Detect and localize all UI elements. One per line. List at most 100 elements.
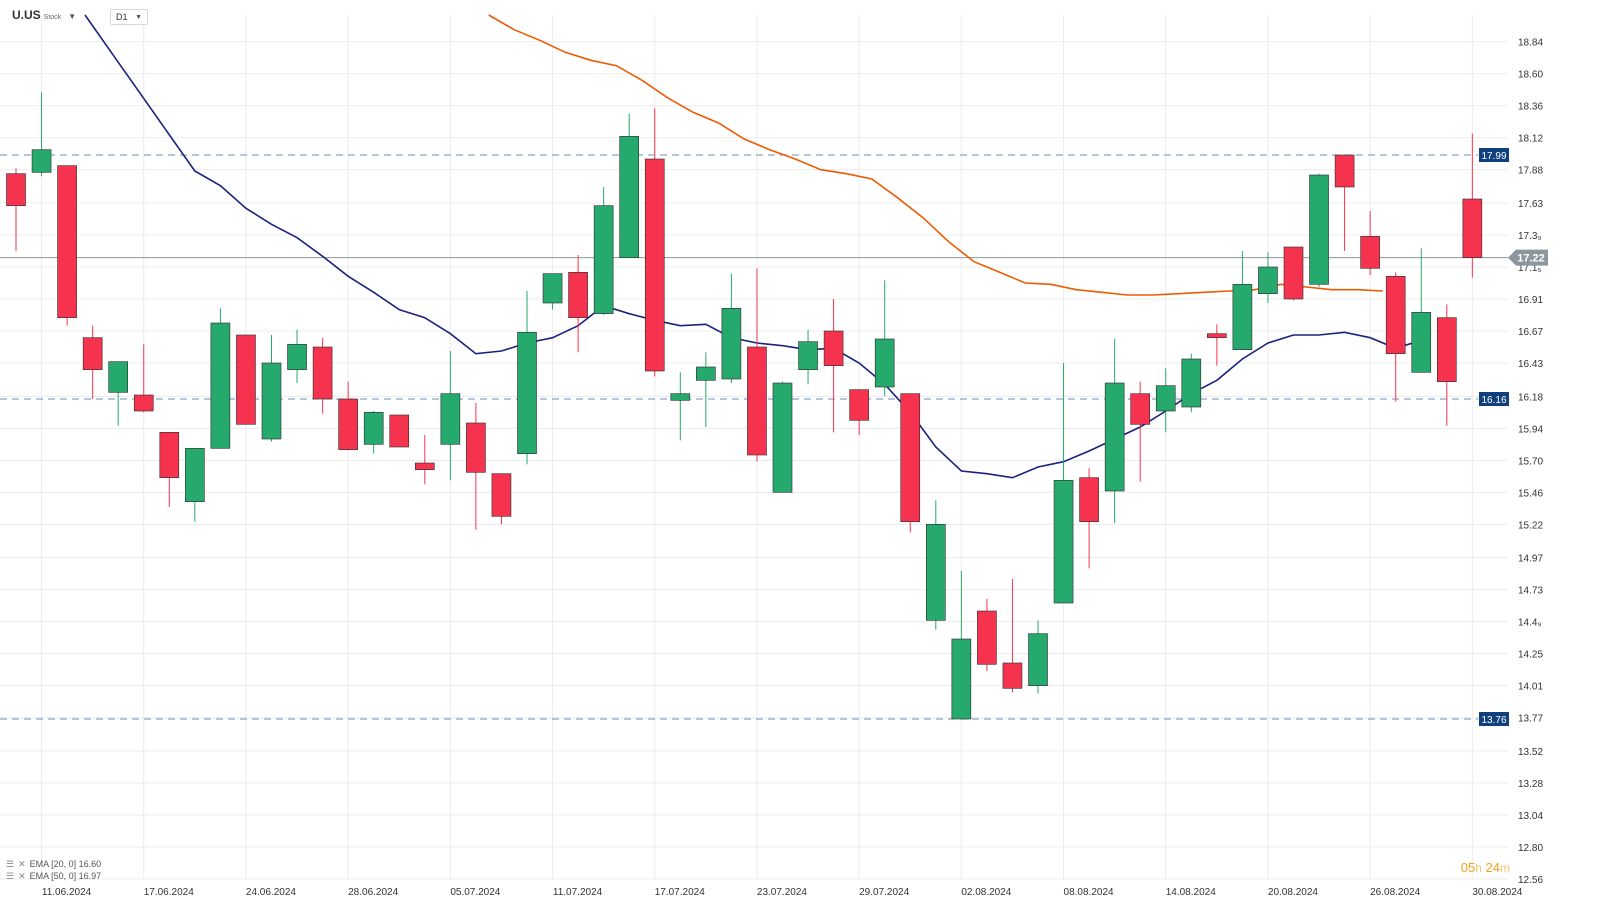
- candle-bullish: [1309, 174, 1329, 285]
- x-tick-label: 17.07.2024: [655, 887, 705, 898]
- x-tick-label: 11.06.2024: [42, 887, 92, 898]
- candle-bearish: [6, 173, 26, 206]
- candle-bullish: [1258, 266, 1278, 294]
- current-price-label: 17.22: [1517, 253, 1545, 265]
- candle-bearish: [644, 158, 665, 372]
- price-level-label: 17.99: [1481, 151, 1506, 162]
- y-tick-label: 17.3₉: [1518, 231, 1541, 242]
- symbol-selector[interactable]: U.US Stock ▼: [12, 8, 76, 22]
- y-tick-label: 15.70: [1518, 456, 1543, 467]
- x-tick-label: 05.07.2024: [450, 887, 500, 898]
- x-tick-label: 30.08.2024: [1472, 887, 1522, 898]
- y-tick-label: 15.46: [1518, 488, 1543, 499]
- y-tick-label: 14.4₉: [1518, 618, 1541, 629]
- y-tick-label: 14.25: [1518, 650, 1543, 661]
- x-tick-label: 08.08.2024: [1064, 887, 1114, 898]
- countdown-hours-unit: h: [1475, 861, 1482, 875]
- price-level-label: 16.16: [1481, 395, 1506, 406]
- price-labels: 17.99 16.16 13.76 17.22: [1479, 148, 1548, 726]
- candle-bearish: [414, 462, 435, 470]
- current-price-badge: [1508, 249, 1548, 266]
- countdown-minutes: 24: [1485, 860, 1500, 875]
- candle-bullish: [287, 344, 307, 370]
- candle-bearish: [977, 610, 997, 665]
- y-tick-label: 13.04: [1518, 811, 1543, 822]
- countdown-minutes-unit: m: [1500, 861, 1510, 875]
- candle-bullish: [951, 638, 972, 720]
- x-tick-label: 26.08.2024: [1370, 887, 1420, 898]
- candle-bearish: [159, 432, 180, 478]
- candle-bullish: [772, 382, 793, 493]
- timeframe-value: D1: [116, 12, 128, 22]
- candle-bullish: [440, 393, 461, 445]
- y-tick-label: 17.63: [1518, 199, 1543, 210]
- indicator-label: EMA [20, 0] 16.60: [29, 859, 102, 869]
- x-tick-label: 11.07.2024: [553, 887, 603, 898]
- y-tick-label: 15.22: [1518, 520, 1543, 531]
- y-tick-label: 15.94: [1518, 424, 1543, 435]
- x-tick-label: 02.08.2024: [961, 887, 1011, 898]
- candle-bearish: [1002, 662, 1023, 689]
- candle-bearish: [389, 414, 410, 448]
- y-tick-label: 14.97: [1518, 554, 1543, 565]
- price-level-badge: [1479, 712, 1509, 726]
- close-icon[interactable]: ✕: [18, 858, 26, 869]
- candles: [6, 92, 1483, 720]
- y-tick-label: 13.52: [1518, 747, 1543, 758]
- candle-bullish: [721, 308, 742, 380]
- price-level-badge: [1479, 148, 1509, 162]
- candle-bullish: [31, 149, 52, 173]
- candle-bearish: [747, 346, 767, 456]
- candle-bearish: [849, 389, 869, 421]
- indicator-label: EMA [50, 0] 16.97: [29, 871, 102, 881]
- candle-bearish: [236, 334, 256, 425]
- x-tick-label: 23.07.2024: [757, 887, 807, 898]
- indicator-ema50[interactable]: ☰ ✕ EMA [50, 0] 16.97: [6, 870, 101, 882]
- y-tick-label: 13.28: [1518, 779, 1543, 790]
- candle-bullish: [1104, 382, 1125, 492]
- candle-bearish: [1360, 236, 1380, 269]
- y-tick-label: 14.73: [1518, 586, 1543, 597]
- y-tick-label: 16.18: [1518, 392, 1543, 403]
- candle-bullish: [1053, 480, 1074, 604]
- candle-bullish: [696, 366, 716, 381]
- close-icon[interactable]: ✕: [18, 870, 26, 881]
- y-tick-label: 18.12: [1518, 134, 1543, 145]
- x-tick-label: 29.07.2024: [859, 887, 909, 898]
- y-tick-label: 18.84: [1518, 38, 1543, 49]
- candle-bearish: [491, 473, 512, 517]
- candle-bullish: [1232, 284, 1253, 350]
- y-tick-label: 16.43: [1518, 359, 1543, 370]
- candle-bearish: [1334, 154, 1355, 188]
- candle-bullish: [542, 273, 563, 304]
- candle-bearish: [466, 422, 486, 473]
- candle-bullish: [798, 341, 818, 370]
- candle-bearish: [312, 346, 333, 400]
- candle-bearish: [823, 330, 844, 366]
- candle-bearish: [338, 398, 358, 450]
- timeframe-select[interactable]: D1 ▼: [110, 9, 148, 25]
- y-tick-label: 14.01: [1518, 682, 1543, 693]
- candle-bullish: [874, 338, 895, 388]
- candle-bullish: [185, 448, 205, 502]
- settings-icon[interactable]: ☰: [6, 870, 15, 881]
- y-tick-label: 16.91: [1518, 295, 1543, 306]
- indicator-ema20[interactable]: ☰ ✕ EMA [20, 0] 16.60: [6, 858, 101, 870]
- candle-bullish: [619, 136, 640, 258]
- chevron-down-icon: ▼: [68, 12, 77, 21]
- y-tick-label: 12.80: [1518, 843, 1543, 854]
- candle-bearish: [1437, 317, 1457, 382]
- x-tick-label: 24.06.2024: [246, 887, 296, 898]
- y-tick-label: 18.36: [1518, 102, 1543, 113]
- settings-icon[interactable]: ☰: [6, 858, 15, 869]
- candle-bullish: [108, 361, 128, 393]
- candle-bearish: [1079, 477, 1099, 522]
- candle-bearish: [900, 393, 921, 522]
- price-level-badge: [1479, 392, 1509, 406]
- x-tick-label: 20.08.2024: [1268, 887, 1318, 898]
- candle-bullish: [670, 393, 691, 401]
- candle-bullish: [210, 322, 231, 449]
- y-tick-label: 17.1₅: [1518, 263, 1542, 274]
- candle-bearish: [1462, 198, 1483, 258]
